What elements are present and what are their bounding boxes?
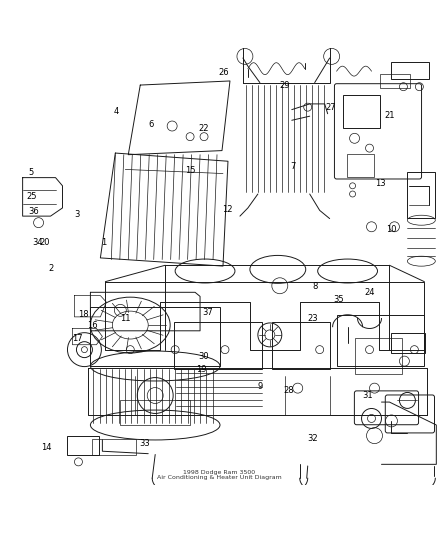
Text: 31: 31 (362, 391, 373, 400)
Text: 30: 30 (198, 351, 209, 360)
Text: 2: 2 (48, 264, 53, 273)
Text: 22: 22 (198, 125, 209, 133)
Bar (120, 400, 190, 425)
Text: 21: 21 (384, 111, 395, 120)
Bar (243, 0, 330, 83)
Bar (355, 338, 403, 374)
Text: 20: 20 (39, 238, 49, 247)
Bar (174, 322, 262, 369)
Text: 27: 27 (325, 103, 336, 111)
Text: 18: 18 (78, 310, 89, 319)
Text: 28: 28 (283, 386, 294, 395)
Bar (392, 62, 429, 78)
Text: 1: 1 (101, 238, 106, 247)
Text: 6: 6 (148, 120, 154, 129)
Text: 24: 24 (364, 288, 375, 297)
Text: 33: 33 (139, 439, 150, 448)
Text: 15: 15 (185, 166, 196, 175)
Text: 35: 35 (334, 295, 344, 304)
Bar (381, 74, 410, 87)
Text: 36: 36 (28, 207, 39, 216)
Text: 16: 16 (87, 321, 98, 330)
Text: 12: 12 (223, 205, 233, 214)
Text: 19: 19 (196, 365, 207, 374)
Bar (90, 307, 220, 366)
Text: 13: 13 (375, 179, 386, 188)
Text: 17: 17 (72, 334, 82, 343)
Text: 29: 29 (279, 81, 290, 90)
Bar (346, 154, 374, 177)
Text: 37: 37 (203, 308, 213, 317)
Text: 8: 8 (312, 281, 318, 290)
Text: 11: 11 (120, 314, 131, 324)
Text: 4: 4 (114, 107, 119, 116)
Bar (272, 322, 330, 369)
Text: 14: 14 (41, 443, 52, 452)
Text: 34: 34 (32, 238, 43, 247)
Text: 32: 32 (307, 434, 318, 443)
Text: 3: 3 (74, 209, 80, 219)
Text: 23: 23 (307, 314, 318, 324)
Text: 26: 26 (218, 68, 229, 77)
Text: 9: 9 (258, 382, 263, 391)
Bar (67, 437, 99, 455)
Text: 1998 Dodge Ram 3500
Air Conditioning & Heater Unit Diagram: 1998 Dodge Ram 3500 Air Conditioning & H… (157, 470, 281, 480)
Bar (392, 333, 425, 353)
Bar (337, 315, 424, 366)
Text: 10: 10 (386, 225, 397, 234)
Text: 25: 25 (26, 192, 36, 201)
Bar (343, 95, 381, 127)
Bar (407, 172, 435, 218)
Bar (92, 439, 136, 455)
Text: 7: 7 (290, 161, 296, 171)
Text: 5: 5 (28, 168, 34, 177)
